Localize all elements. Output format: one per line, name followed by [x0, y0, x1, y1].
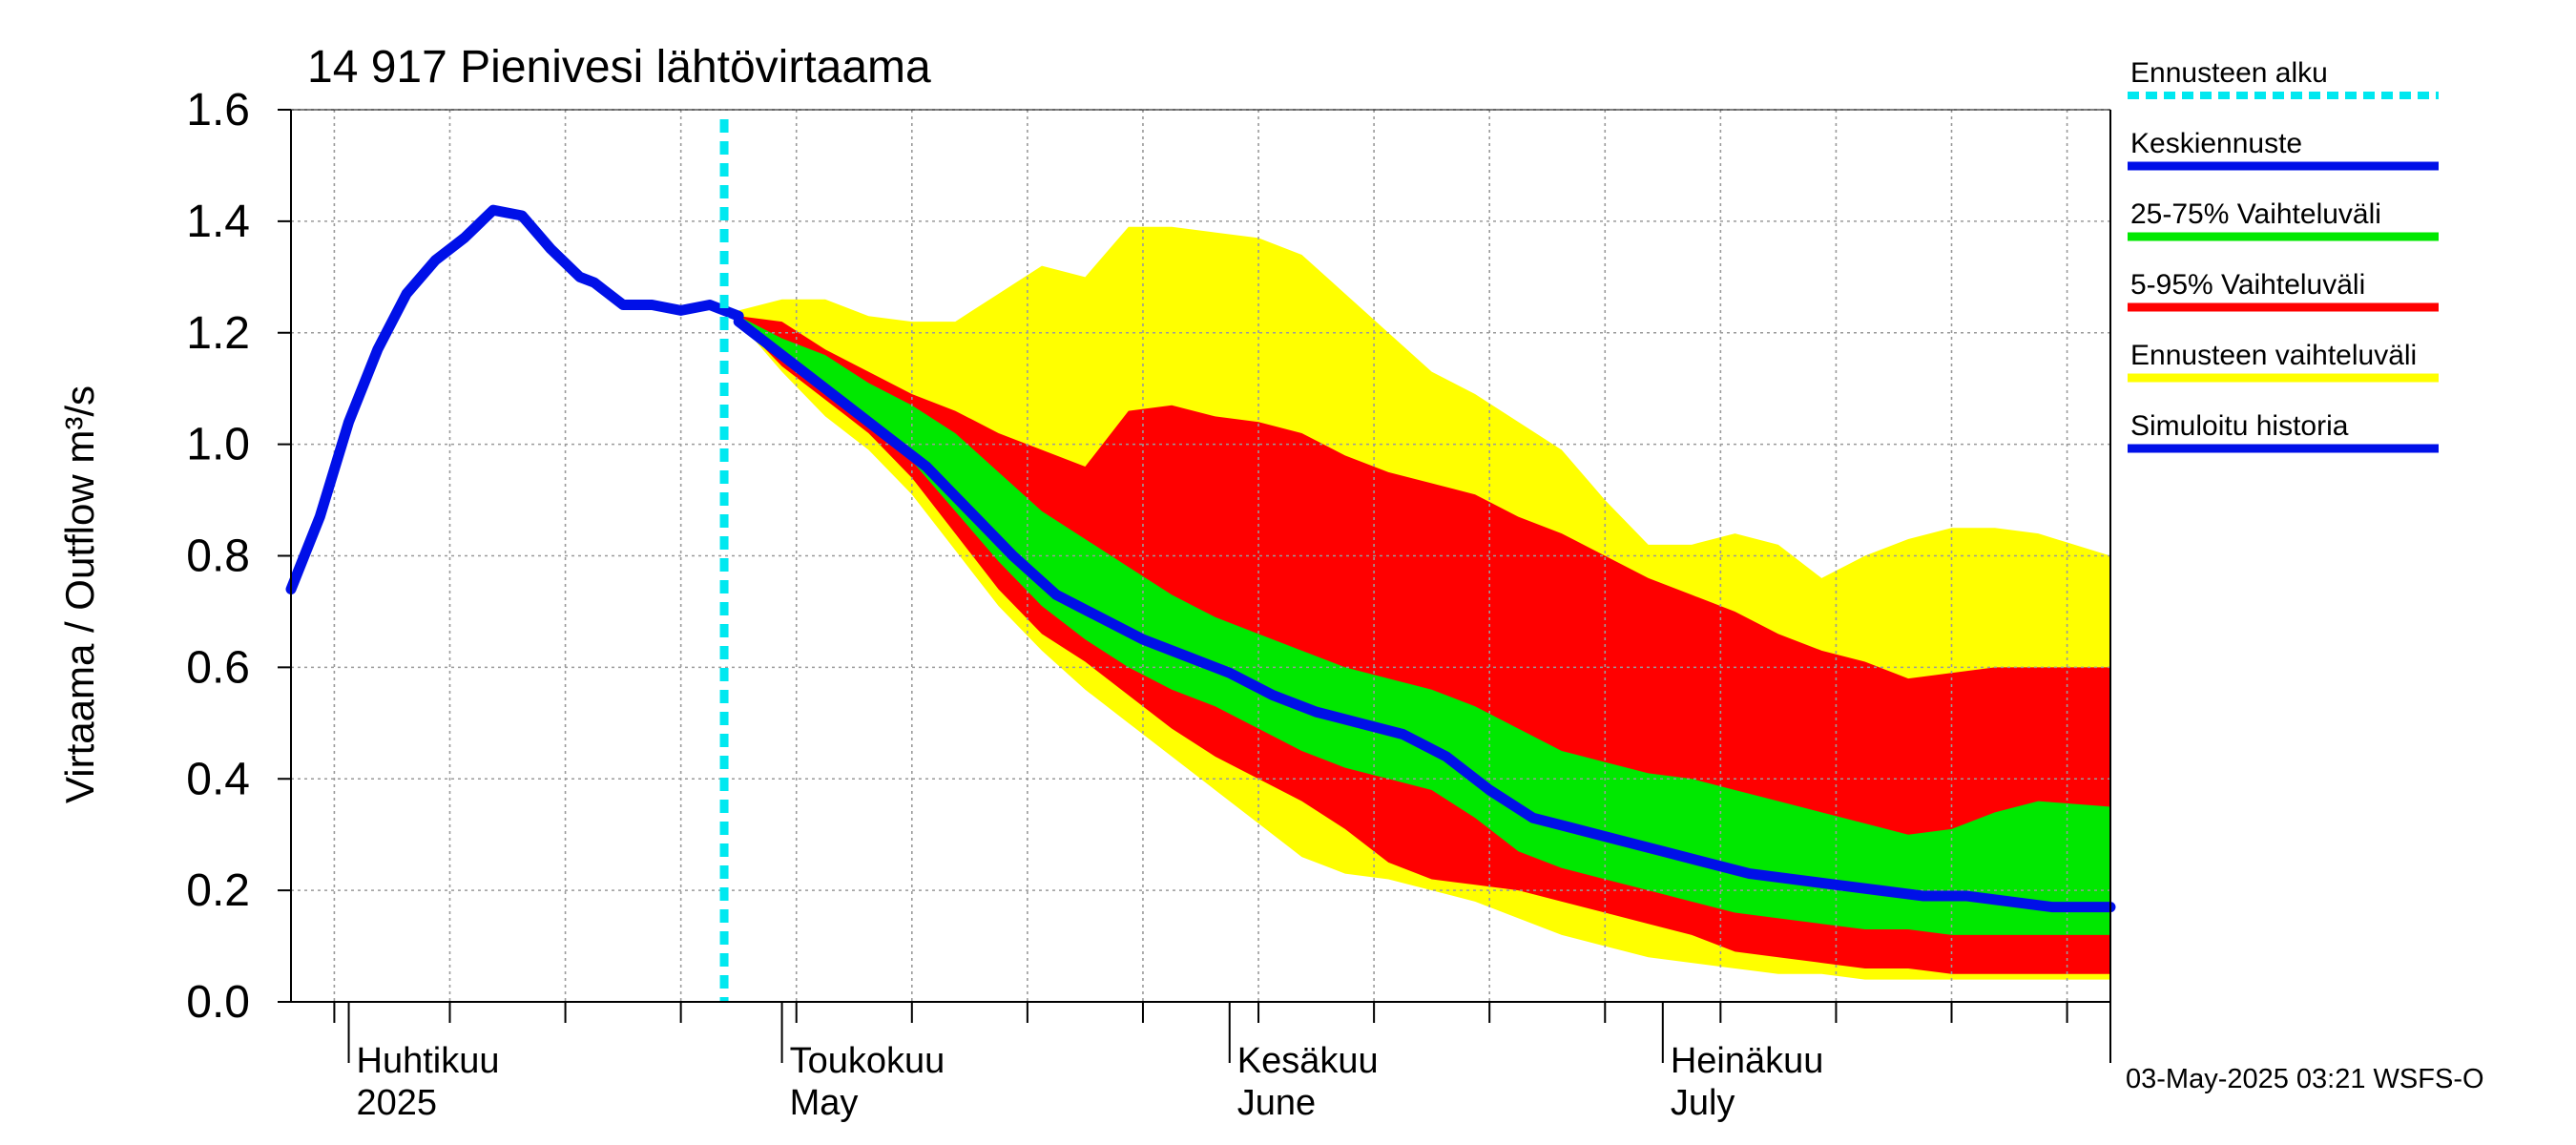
legend: Ennusteen alku Keskiennuste 25-75% Vaihtel… — [2128, 57, 2439, 453]
month-label-en: 2025 — [357, 1083, 438, 1123]
p25-75-band — [738, 316, 2110, 935]
legend-label: Ennusteen vaihteluväli — [2130, 340, 2417, 371]
y-tick-label: 0.2 — [186, 865, 250, 916]
y-tick-label: 1.6 — [186, 85, 250, 135]
legend-label: Ennusteen alku — [2130, 57, 2328, 89]
simulated-history-line — [285, 204, 744, 595]
uncertainty-bands — [738, 226, 2110, 980]
median-forecast-line — [733, 316, 2116, 913]
chart-title: 14 917 Pienivesi lähtövirtaama — [307, 42, 931, 93]
y-axis-label: Virtaama / Outflow m³/s — [57, 385, 102, 803]
y-tick-label: 0.6 — [186, 642, 250, 693]
month-label-fi: Heinäkuu — [1671, 1041, 1824, 1081]
month-label-en: May — [790, 1083, 859, 1123]
legend-label: Simuloitu historia — [2130, 410, 2349, 442]
y-tick-label: 0.4 — [186, 754, 250, 804]
legend-label: 5-95% Vaihteluväli — [2130, 269, 2365, 301]
y-tick-label: 1.4 — [186, 197, 250, 247]
legend-label: Keskiennuste — [2130, 128, 2302, 159]
y-tick-label: 0.8 — [186, 531, 250, 582]
y-tick-label: 1.2 — [186, 308, 250, 359]
month-label-en: June — [1237, 1083, 1316, 1123]
month-label-fi: Kesäkuu — [1237, 1041, 1379, 1081]
legend-label: 25-75% Vaihteluväli — [2130, 198, 2381, 230]
month-label-fi: Toukokuu — [790, 1041, 945, 1081]
y-tick-label: 1.0 — [186, 420, 250, 470]
y-tick-label: 0.0 — [186, 977, 250, 1028]
month-label-en: July — [1671, 1083, 1735, 1123]
flow-lines — [285, 119, 2116, 1002]
month-label-fi: Huhtikuu — [357, 1041, 500, 1081]
footer-timestamp: 03-May-2025 03:21 WSFS-O — [2126, 1064, 2484, 1094]
